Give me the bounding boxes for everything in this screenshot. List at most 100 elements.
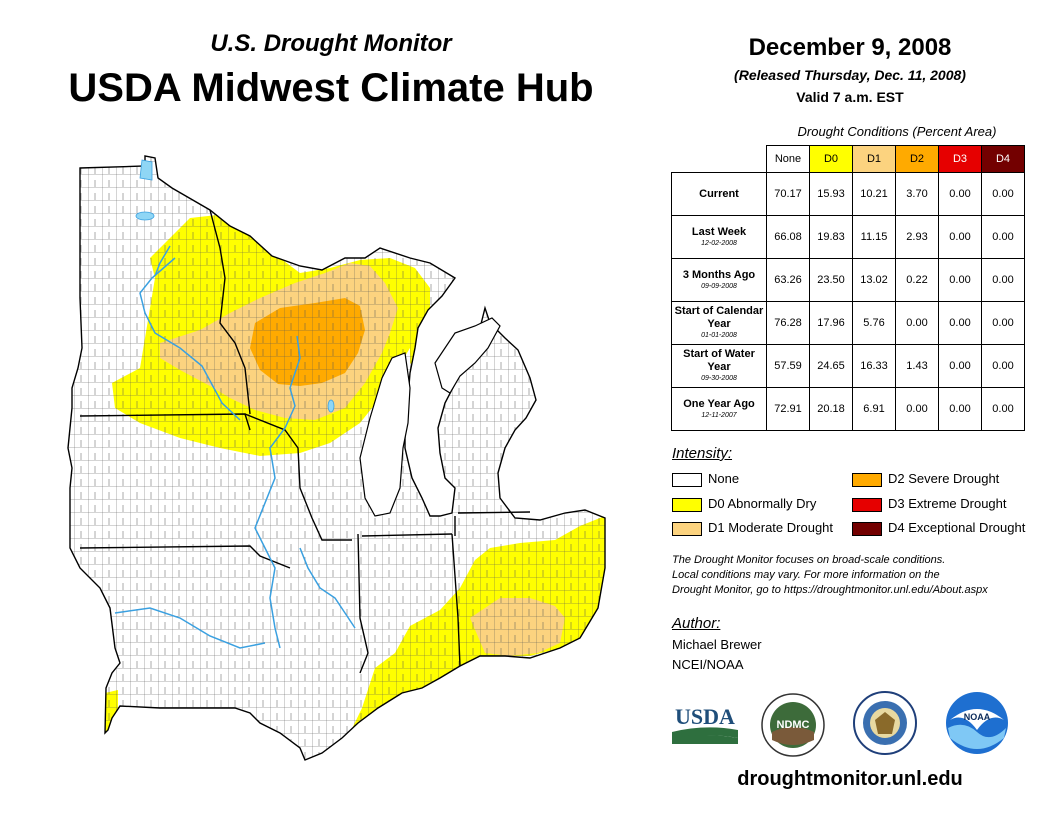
commerce-seal-logo [853,691,917,755]
legend-swatch [672,472,702,487]
legend-title: Intensity: [672,445,733,462]
county-lines [68,156,605,760]
valid-time: Valid 7 a.m. EST [796,89,904,105]
cell-d4: 0.00 [981,258,1025,302]
header-d2: D2 [895,145,939,173]
cell-d2: 2.93 [895,215,939,259]
ndmc-logo: NDMC [761,693,825,757]
noaa-logo: NOAA [946,692,1008,754]
legend-item-d4: D4 Exceptional Drought [852,519,1025,537]
cell-d2: 0.22 [895,258,939,302]
row-label: One Year Ago 12-11-2007 [671,387,767,431]
svg-text:USDA: USDA [675,704,735,729]
note-line: The Drought Monitor focuses on broad-sca… [672,554,946,566]
row-label: Last Week 12-02-2008 [671,215,767,259]
cell-d0: 17.96 [809,301,853,345]
cell-d2: 0.00 [895,387,939,431]
row-label: Start of Water Year 09-30-2008 [671,344,767,388]
cell-d1: 5.76 [852,301,896,345]
header-d4: D4 [981,145,1025,173]
note-line: Local conditions may vary. For more info… [672,569,940,581]
rivers [114,245,356,649]
header-blank-cell [672,146,767,173]
drought-map [67,155,606,761]
cell-d3: 0.00 [938,387,982,431]
legend-swatch [852,472,882,487]
cell-d3: 0.00 [938,258,982,302]
release-date: (Released Thursday, Dec. 11, 2008) [734,67,966,83]
legend-swatch [672,521,702,536]
cell-d4: 0.00 [981,387,1025,431]
legend-swatch [852,497,882,512]
cell-d2: 0.00 [895,301,939,345]
cell-none: 57.59 [766,344,810,388]
legend-swatch [852,521,882,536]
author-name: Michael Brewer [672,637,762,652]
legend-item-d3: D3 Extreme Drought [852,495,1007,513]
cell-d0: 15.93 [809,172,853,216]
cell-d3: 0.00 [938,301,982,345]
disclaimer-note: The Drought Monitor focuses on broad-sca… [672,553,1042,598]
cell-none: 72.91 [766,387,810,431]
row-label: Current [671,172,767,216]
header-none: None [766,145,810,173]
cell-d0: 19.83 [809,215,853,259]
cell-d4: 0.00 [981,301,1025,345]
table-row: Current 70.17 15.93 10.21 3.70 0.00 0.00 [671,172,1025,216]
legend-label: D3 Extreme Drought [888,496,1007,511]
legend-item-none: None [672,470,739,488]
svg-text:NOAA: NOAA [964,712,991,722]
table-row: Start of Calendar Year 01-01-2008 76.28 1… [671,301,1025,345]
legend-item-d2: D2 Severe Drought [852,470,999,488]
great-lakes [359,317,501,517]
website-url[interactable]: droughtmonitor.unl.edu [737,768,963,790]
cell-d1: 11.15 [852,215,896,259]
legend-label: D4 Exceptional Drought [888,520,1026,535]
cell-d0: 20.18 [809,387,853,431]
usda-logo: USDA [672,704,738,744]
note-line[interactable]: Drought Monitor, go to https://droughtmo… [672,584,988,596]
table-row: One Year Ago 12-11-2007 72.91 20.18 6.91 … [671,387,1025,431]
cell-d1: 6.91 [852,387,896,431]
row-label: 3 Months Ago 09-09-2008 [671,258,767,302]
cell-d4: 0.00 [981,215,1025,259]
cell-none: 66.08 [766,215,810,259]
legend-item-d1: D1 Moderate Drought [672,519,833,537]
row-label: Start of Calendar Year 01-01-2008 [671,301,767,345]
header-d0: D0 [809,145,853,173]
header-d3: D3 [938,145,982,173]
cell-d0: 24.65 [809,344,853,388]
table-row: 3 Months Ago 09-09-2008 63.26 23.50 13.02… [671,258,1025,302]
cell-d3: 0.00 [938,215,982,259]
legend-label: None [708,471,740,486]
cell-d1: 10.21 [852,172,896,216]
legend-swatch [672,497,702,512]
map-title: USDA Midwest Climate Hub [68,66,594,110]
cell-d4: 0.00 [981,172,1025,216]
state-borders [67,155,606,761]
map-date: December 9, 2008 [748,34,952,61]
cell-d3: 0.00 [938,344,982,388]
table-header-row: None D0 D1 D2 D3 D4 [672,145,1025,173]
cell-none: 70.17 [766,172,810,216]
cell-d1: 13.02 [852,258,896,302]
legend-label: D1 Moderate Drought [708,520,834,535]
cell-d3: 0.00 [938,172,982,216]
legend-item-d0: D0 Abnormally Dry [672,495,816,513]
svg-text:NDMC: NDMC [777,719,810,731]
author-heading: Author: [672,615,721,632]
cell-d1: 16.33 [852,344,896,388]
cell-d0: 23.50 [809,258,853,302]
table-row: Last Week 12-02-2008 66.08 19.83 11.15 2.… [671,215,1025,259]
map-subtitle: U.S. Drought Monitor [210,30,452,57]
legend-label: D2 Severe Drought [888,471,1000,486]
cell-d2: 1.43 [895,344,939,388]
header-d1: D1 [852,145,896,173]
cell-d2: 3.70 [895,172,939,216]
table-caption: Drought Conditions (Percent Area) [797,124,997,139]
table-row: Start of Water Year 09-30-2008 57.59 24.6… [671,344,1025,388]
cell-none: 76.28 [766,301,810,345]
author-org: NCEI/NOAA [672,657,744,672]
lakes [135,159,335,413]
drought-conditions-table: None D0 D1 D2 D3 D4 Current 70.17 15.93 … [671,145,1025,431]
